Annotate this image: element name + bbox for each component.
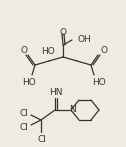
Text: O: O — [101, 46, 107, 55]
Text: O: O — [21, 46, 27, 55]
Text: HO: HO — [22, 77, 36, 86]
Text: Cl: Cl — [20, 122, 28, 132]
Text: O: O — [59, 27, 67, 36]
Text: OH: OH — [78, 35, 92, 44]
Text: N: N — [69, 106, 75, 115]
Text: Cl: Cl — [20, 108, 28, 117]
Text: Cl: Cl — [38, 135, 46, 143]
Text: HO: HO — [92, 77, 106, 86]
Text: HN: HN — [49, 87, 63, 96]
Text: HO: HO — [41, 46, 55, 56]
